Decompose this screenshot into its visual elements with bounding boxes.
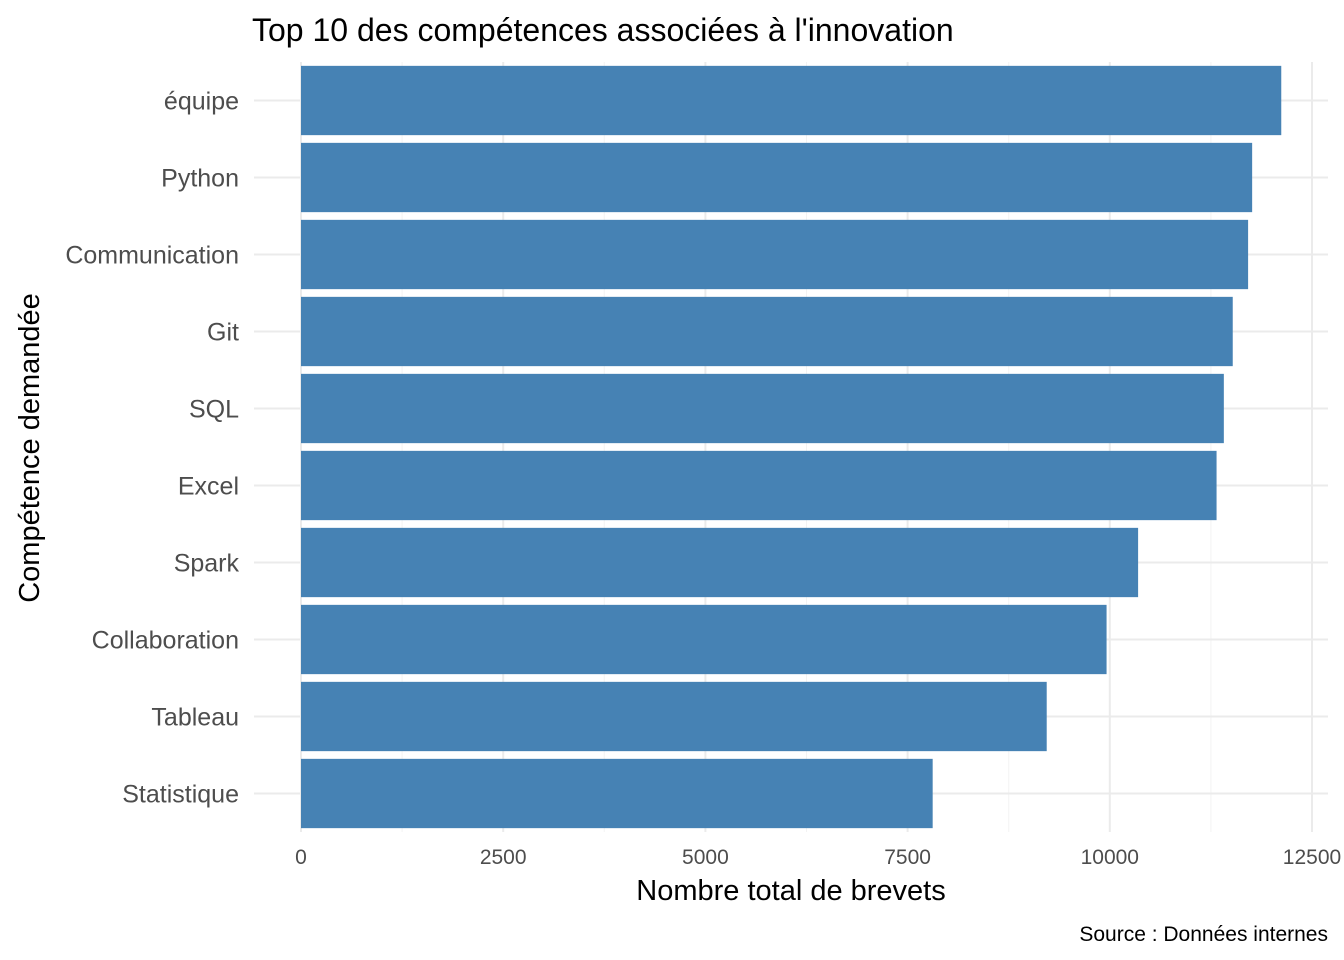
bar-0	[301, 65, 1282, 136]
x-tick-label-1: 2500	[480, 846, 527, 869]
category-labels: équipe Python Communication Git SQL Excel Spar…	[65, 88, 239, 809]
bar-2	[301, 219, 1249, 290]
bar-1	[301, 142, 1253, 213]
y-axis-title: Compétence demandée	[14, 293, 46, 603]
x-axis-title: Nombre total de brevets	[636, 875, 945, 907]
category-label-2: Communication	[65, 242, 239, 270]
x-tick-label-5: 12500	[1283, 846, 1341, 869]
category-label-5: Excel	[178, 473, 239, 501]
bar-3	[301, 296, 1233, 367]
x-tick-label-0: 0	[295, 846, 307, 869]
category-label-8: Tableau	[151, 704, 239, 732]
bar-6	[301, 527, 1139, 598]
x-tick-label-2: 5000	[682, 846, 729, 869]
bar-9	[301, 758, 933, 829]
category-label-3: Git	[207, 319, 239, 347]
chart-title: Top 10 des compétences associées à l'inn…	[252, 12, 954, 48]
bars	[301, 65, 1282, 829]
category-label-7: Collaboration	[92, 627, 239, 655]
bar-7	[301, 604, 1107, 675]
category-label-9: Statistique	[122, 781, 239, 809]
bar-4	[301, 373, 1224, 444]
category-label-6: Spark	[174, 550, 240, 578]
source-caption: Source : Données internes	[1079, 923, 1328, 946]
x-tick-label-3: 7500	[884, 846, 931, 869]
category-label-0: équipe	[164, 88, 239, 116]
x-tick-labels: 0 2500 5000 7500 10000 12500	[295, 846, 1341, 869]
category-label-4: SQL	[189, 396, 239, 424]
category-label-1: Python	[161, 165, 239, 193]
bar-8	[301, 681, 1047, 752]
bar-5	[301, 450, 1217, 521]
x-tick-label-4: 10000	[1081, 846, 1139, 869]
